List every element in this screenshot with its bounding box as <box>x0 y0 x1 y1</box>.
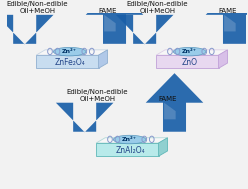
Polygon shape <box>56 73 203 132</box>
Ellipse shape <box>53 47 86 56</box>
Text: Edible/Non-edible
Oil+MeOH: Edible/Non-edible Oil+MeOH <box>7 1 68 14</box>
Text: FAME: FAME <box>219 8 237 14</box>
Text: FAME: FAME <box>99 8 117 14</box>
Polygon shape <box>0 0 143 44</box>
Text: ZnO: ZnO <box>182 58 198 67</box>
Polygon shape <box>96 138 168 143</box>
Text: FAME: FAME <box>159 96 177 102</box>
Text: Zn²⁺: Zn²⁺ <box>62 49 77 54</box>
Text: Edible/Non-edible
Oil+MeOH: Edible/Non-edible Oil+MeOH <box>67 89 128 102</box>
Ellipse shape <box>173 47 206 56</box>
Polygon shape <box>158 138 168 156</box>
Polygon shape <box>36 50 108 55</box>
Text: Edible/Non-edible
Oil+MeOH: Edible/Non-edible Oil+MeOH <box>127 1 188 14</box>
Polygon shape <box>116 0 248 44</box>
Text: Zn²⁺: Zn²⁺ <box>122 137 137 142</box>
Polygon shape <box>96 143 158 156</box>
Polygon shape <box>218 50 227 68</box>
Polygon shape <box>224 15 236 31</box>
Polygon shape <box>36 55 98 68</box>
Text: ZnAl₂O₄: ZnAl₂O₄ <box>115 146 145 155</box>
Polygon shape <box>104 15 116 31</box>
Polygon shape <box>164 103 176 119</box>
Polygon shape <box>156 55 218 68</box>
Polygon shape <box>98 50 108 68</box>
Ellipse shape <box>113 135 146 144</box>
Polygon shape <box>156 50 227 55</box>
Text: Zn²⁺: Zn²⁺ <box>182 49 197 54</box>
Text: ZnFe₂O₄: ZnFe₂O₄ <box>55 58 86 67</box>
